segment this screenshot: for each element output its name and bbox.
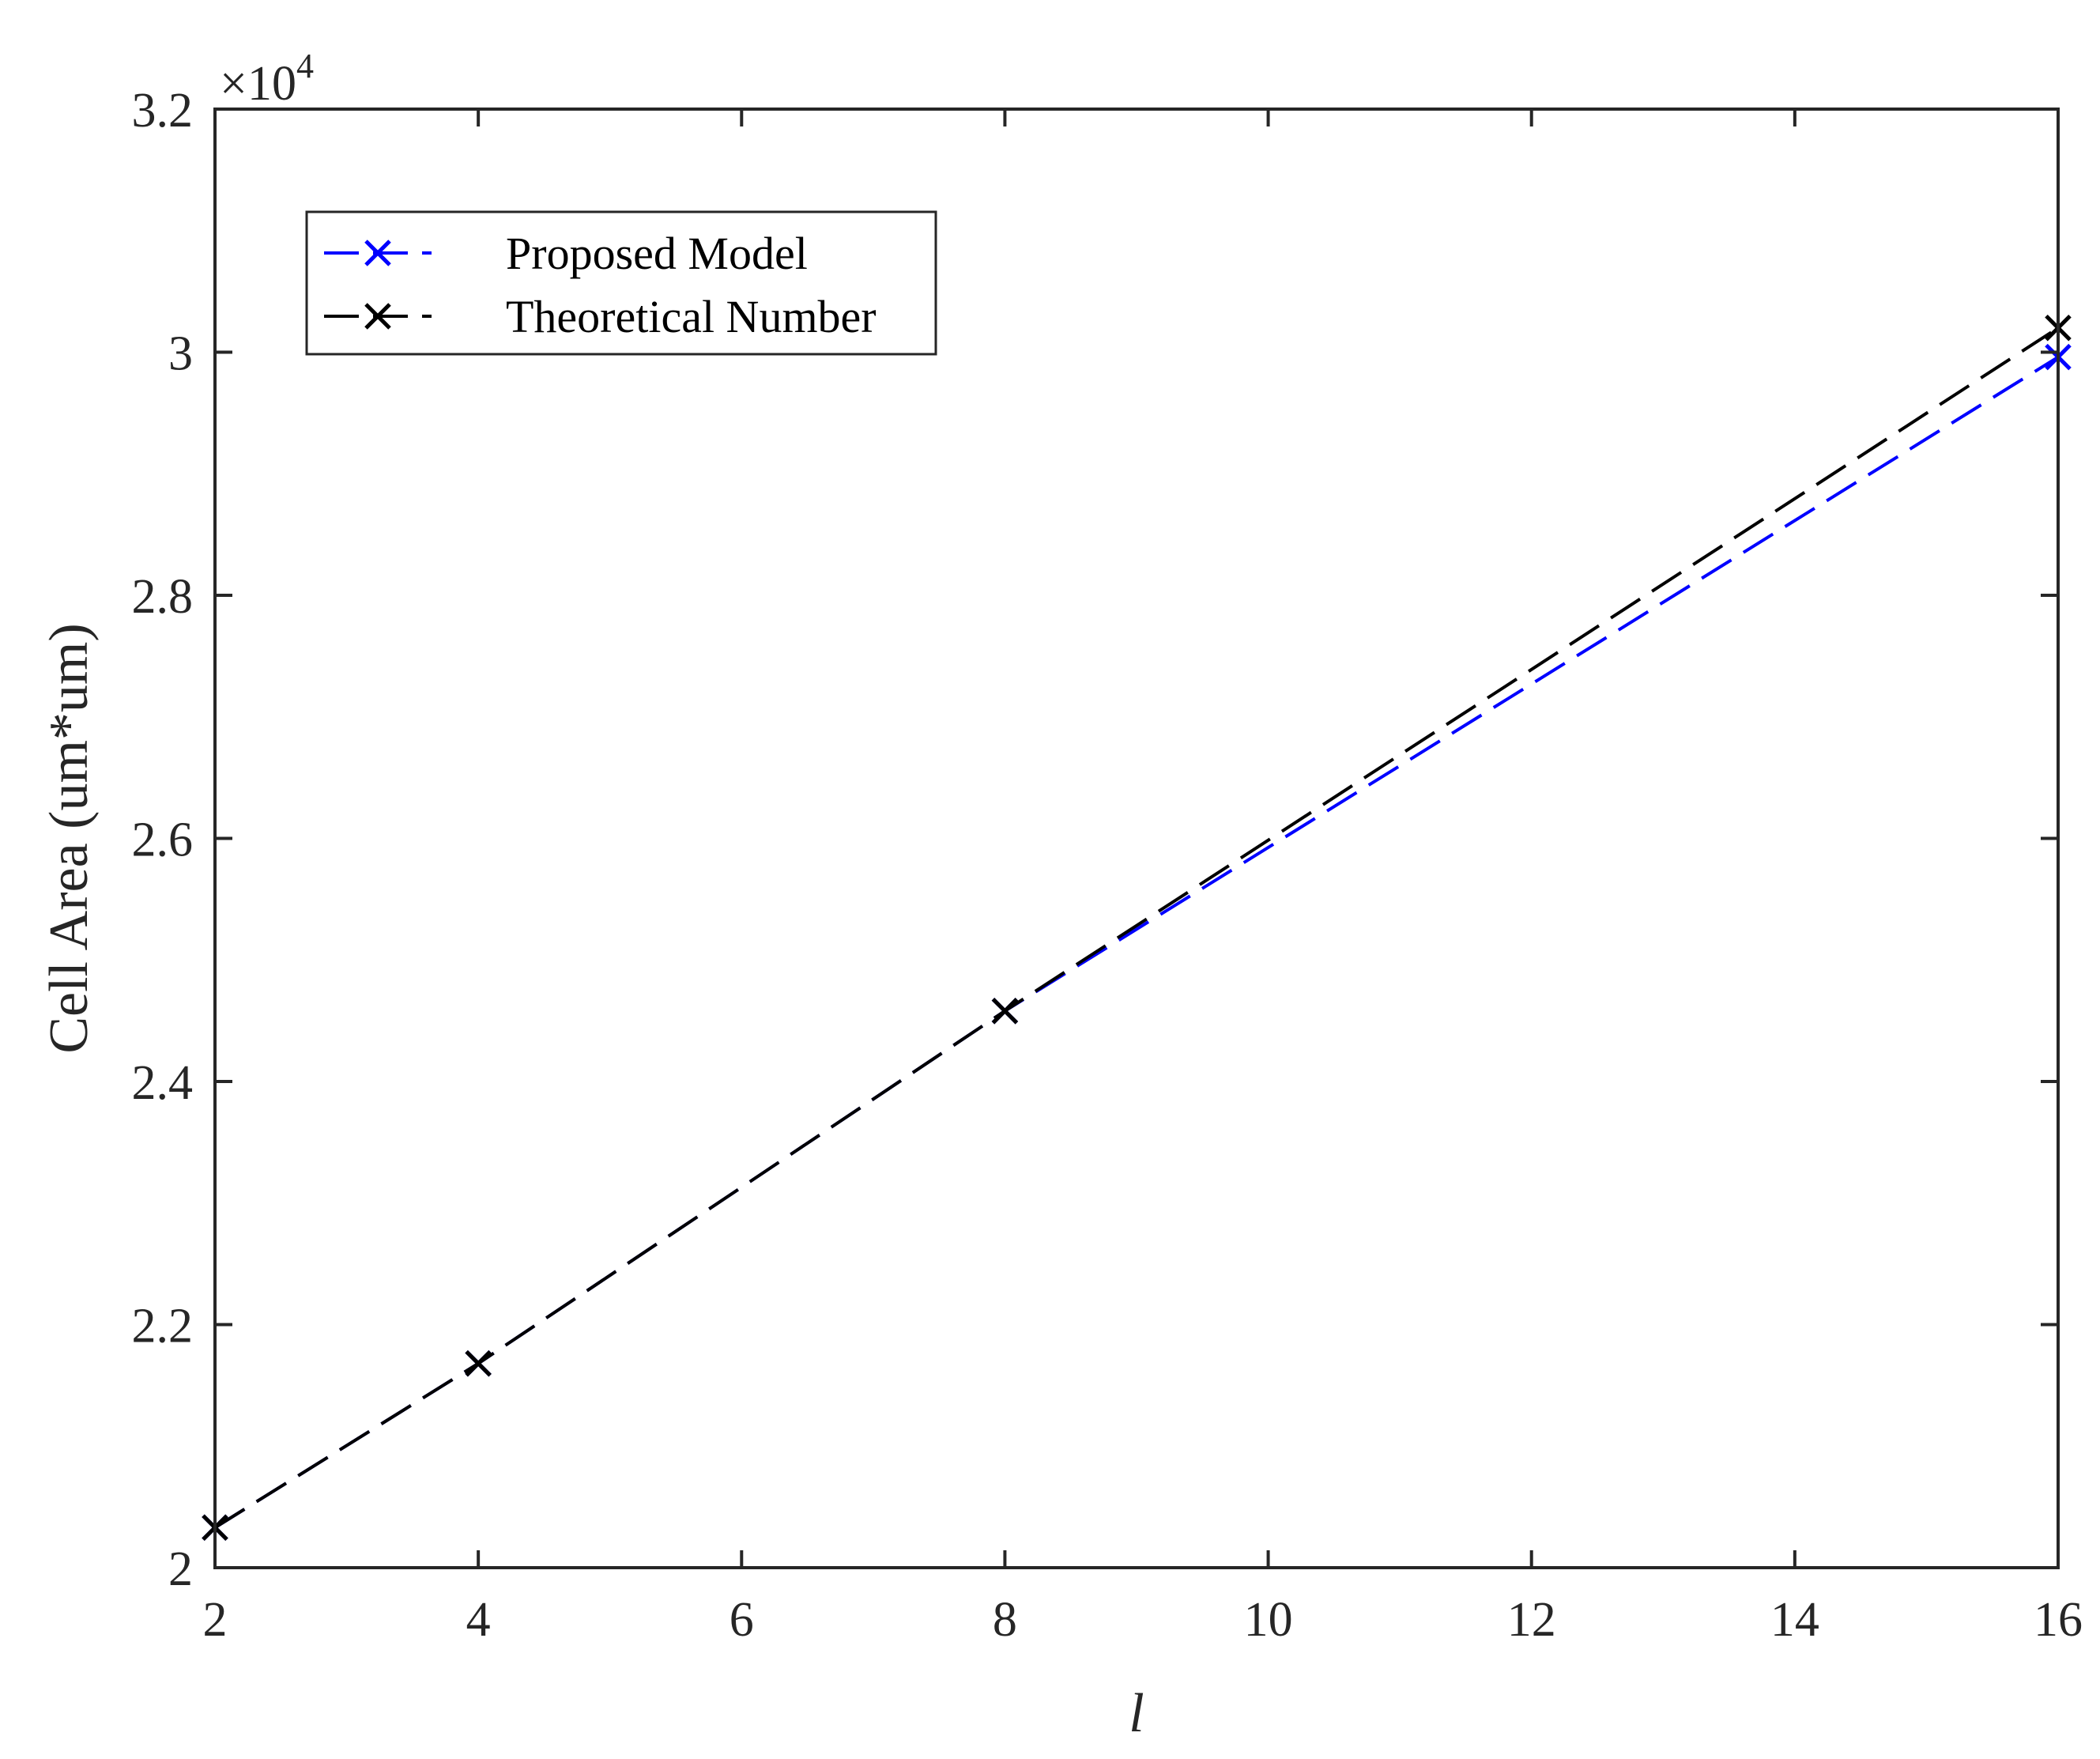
legend-items: Proposed Model Theoretical Number — [324, 228, 877, 342]
y-tick-label: 2 — [168, 1542, 193, 1596]
legend-label: Proposed Model — [506, 228, 808, 279]
y-tick-label: 2.8 — [132, 570, 194, 624]
x-tick-label: 16 — [2034, 1593, 2083, 1647]
x-tick-label: 10 — [1244, 1593, 1293, 1647]
y-exponent-label: ×104 — [220, 47, 314, 111]
series-layer — [202, 314, 2072, 1542]
x-axis-title: l — [1129, 1683, 1144, 1744]
legend-box — [305, 210, 937, 356]
y-tick-label: 2.2 — [132, 1300, 194, 1353]
legend-marker — [364, 303, 391, 330]
y-axis-title: Cell Area (um*um) — [39, 623, 100, 1053]
y-tick-label: 2.4 — [132, 1056, 194, 1110]
y-tick-label: 3 — [168, 327, 193, 381]
x-tick-label: 4 — [466, 1593, 491, 1647]
y-exponent-base: ×10 — [220, 57, 296, 111]
ticks-layer — [213, 108, 2060, 1569]
legend-item: Theoretical Number — [324, 291, 877, 342]
series-1-point — [991, 998, 1019, 1025]
y-tick-label: 3.2 — [132, 84, 194, 138]
tick-labels: 2 4 6 8 10 12 14 16 2 2.2 2.4 2.6 2.8 3 3.2 — [132, 84, 2083, 1647]
legend: Proposed Model Theoretical Number — [305, 210, 937, 356]
x-tick-label: 8 — [993, 1593, 1017, 1647]
legend-item: Proposed Model — [324, 228, 808, 279]
legend-label: Theoretical Number — [506, 291, 877, 342]
y-tick-label: 2.6 — [132, 813, 194, 867]
series-1-point — [465, 1349, 492, 1377]
x-tick-label: 12 — [1507, 1593, 1556, 1647]
x-tick-label: 14 — [1770, 1593, 1819, 1647]
series-line-0 — [213, 355, 2060, 1529]
x-tick-label: 6 — [730, 1593, 754, 1647]
y-exponent-power: 4 — [296, 47, 314, 85]
legend-marker — [364, 240, 391, 266]
series-line-1 — [213, 327, 2060, 1529]
x-tick-label: 2 — [203, 1593, 228, 1647]
